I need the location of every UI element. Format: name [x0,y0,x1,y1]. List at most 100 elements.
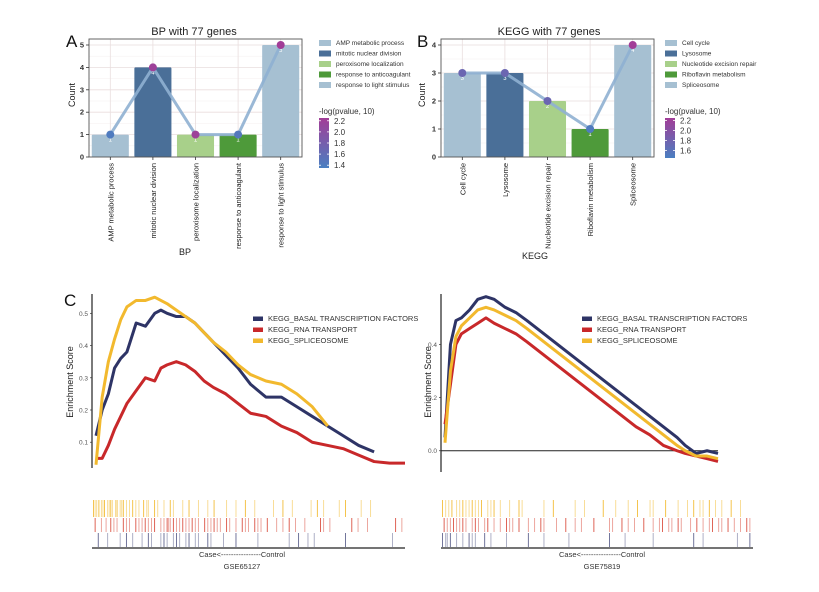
y-tick-label: 0 [432,153,436,162]
pvalue-point-1 [106,130,115,139]
colorbar-tick-label: 1.6 [680,147,692,156]
es-line-kegg-rna-transport [96,360,405,465]
kegg-plot-area: 3 3 2 1 4 0 1 2 3 4 Cell cycle Lysosome Nucleotide e… [432,38,655,249]
x-category-label: AMP metabolic process [106,163,115,242]
pvalue-point-5 [276,41,285,49]
bar-value-label: 4 [631,48,635,54]
panel-letter-c: C [64,291,76,310]
gsea1-dataset-label: GSE65127 [224,562,261,571]
colorbar-tick-label: 1.4 [334,161,346,170]
bp-bar-chart: BP with 77 genes Count BP 1 4 1 1 5 0 1 2 3 4 5 AMP… [67,26,411,257]
bar-4 [219,134,257,157]
legend-label: KEGG_SPLICEOSOME [597,336,677,345]
legend-swatch [665,82,677,88]
bar-3 [176,134,215,157]
legend-label: KEGG_RNA TRANSPORT [268,325,358,334]
bar-value-label: 1 [109,138,113,144]
legend-label: Cell cycle [682,40,710,47]
gsea2-dataset-label: GSE75819 [584,562,621,571]
es-line-kegg-basal-transcription-factors [443,295,719,455]
colorbar-tick-label: 2.0 [680,127,692,136]
y-tick-label: 4 [432,41,437,50]
x-category-label: response to anticoagulant [234,162,243,249]
bar-2 [134,67,172,157]
bp-colorbar-title: -log(pvalue, 10) [319,107,375,116]
gsea2-legend: KEGG_BASAL TRANSCRIPTION FACTORS KEGG_RNA… [582,314,747,345]
kegg-x-axis-label: KEGG [522,251,548,261]
panel-letter-b: B [417,32,428,51]
pvalue-point-3 [543,97,552,105]
legend-label: Lysosome [682,51,712,58]
gsea-gse75819-chart: Enrichment Score 0.0 0.2 0.4 KEGG_BASAL TR… [423,294,753,571]
bar-1 [443,73,481,157]
x-category-label: response to light stimulus [277,163,286,248]
bp-chart-title: BP with 77 genes [151,26,237,38]
panel-letter-a: A [66,32,78,51]
colorbar-tick-label: 1.8 [680,137,692,146]
legend-swatch [665,71,677,78]
legend-swatch [665,40,677,46]
bar-value-label: 3 [503,76,507,82]
pvalue-point-4 [586,125,595,133]
colorbar-gradient [319,118,329,168]
es-line-kegg-rna-transport [443,316,719,463]
legend-label: peroxisome localization [336,61,404,68]
x-category-label: peroxisome localization [192,163,201,241]
x-category-label: Nucleotide excision repair [544,163,553,249]
gsea2-y-axis-label: Enrichment Score [423,346,433,418]
bp-x-axis-label: BP [179,247,191,257]
y-tick-label: 3 [432,69,436,78]
gsea2-x-axis-label: Case<----------------Control [559,550,645,559]
legend-label: Spliceosome [682,82,720,89]
bp-plot-area: 1 4 1 1 5 0 1 2 3 4 5 AMP metabolic process mitotic … [80,38,303,249]
y-tick-label: 0.2 [428,395,437,402]
bar-3 [528,101,567,157]
gsea2-plot-area: 0.0 0.2 0.4 [428,294,719,472]
legend-label: KEGG_BASAL TRANSCRIPTION FACTORS [268,314,418,323]
kegg-chart-title: KEGG with 77 genes [498,26,601,38]
x-category-label: Spliceosome [629,163,638,206]
y-tick-label: 0.1 [79,440,88,447]
legend-label: response to light stimulus [336,82,410,89]
y-tick-label: 1 [432,125,436,134]
kegg-legend: Cell cycle Lysosome Nucleotide excision re… [665,40,757,89]
bar-value-label: 1 [236,138,240,144]
gsea-gse65127-chart: Enrichment Score 0.1 0.2 0.3 0.4 0.5 KEGG_BA… [65,294,418,571]
kegg-colorbar-title: -log(pvalue, 10) [665,107,721,116]
bar-value-label: 1 [194,138,198,144]
y-tick-label: 4 [80,63,85,72]
legend-swatch [319,61,331,67]
es-line-kegg-spliceosome [94,295,329,465]
gsea1-x-axis-label: Case<----------------Control [199,550,285,559]
legend-swatch [253,327,263,332]
pvalue-point-3 [191,130,200,139]
kegg-colorbar: -log(pvalue, 10) 2.22.01.81.6 [665,107,721,158]
gsea1-legend: KEGG_BASAL TRANSCRIPTION FACTORS KEGG_RNA… [253,314,418,345]
y-tick-label: 2 [80,108,84,117]
y-tick-label: 0.5 [79,311,88,318]
bp-y-axis-label: Count [67,83,77,108]
y-tick-label: 0.3 [79,375,88,382]
legend-swatch [319,82,331,88]
colorbar-tick-label: 2.2 [680,117,692,126]
x-category-label: mitotic nuclear division [149,163,158,238]
legend-label: KEGG_SPLICEOSOME [268,336,348,345]
colorbar-tick-label: 2.0 [334,128,346,137]
x-category-label: Cell cycle [458,163,467,195]
y-tick-label: 1 [80,130,84,139]
bar-5 [262,45,300,157]
legend-swatch [253,316,263,321]
pvalue-point-1 [458,69,467,77]
x-category-label: Lysosome [501,163,510,197]
kegg-bar-chart: KEGG with 77 genes Count KEGG 3 3 2 1 4 0 1 2 3 4… [417,26,757,261]
bar-value-label: 5 [279,48,283,54]
legend-swatch [582,316,592,321]
y-tick-label: 0.4 [428,342,437,349]
bp-legend: AMP metabolic process mitotic nuclear div… [319,40,411,89]
colorbar-tick-label: 1.8 [334,139,346,148]
legend-swatch [582,327,592,332]
legend-label: KEGG_BASAL TRANSCRIPTION FACTORS [597,314,747,323]
bar-5 [614,45,652,157]
y-tick-label: 5 [80,41,84,50]
